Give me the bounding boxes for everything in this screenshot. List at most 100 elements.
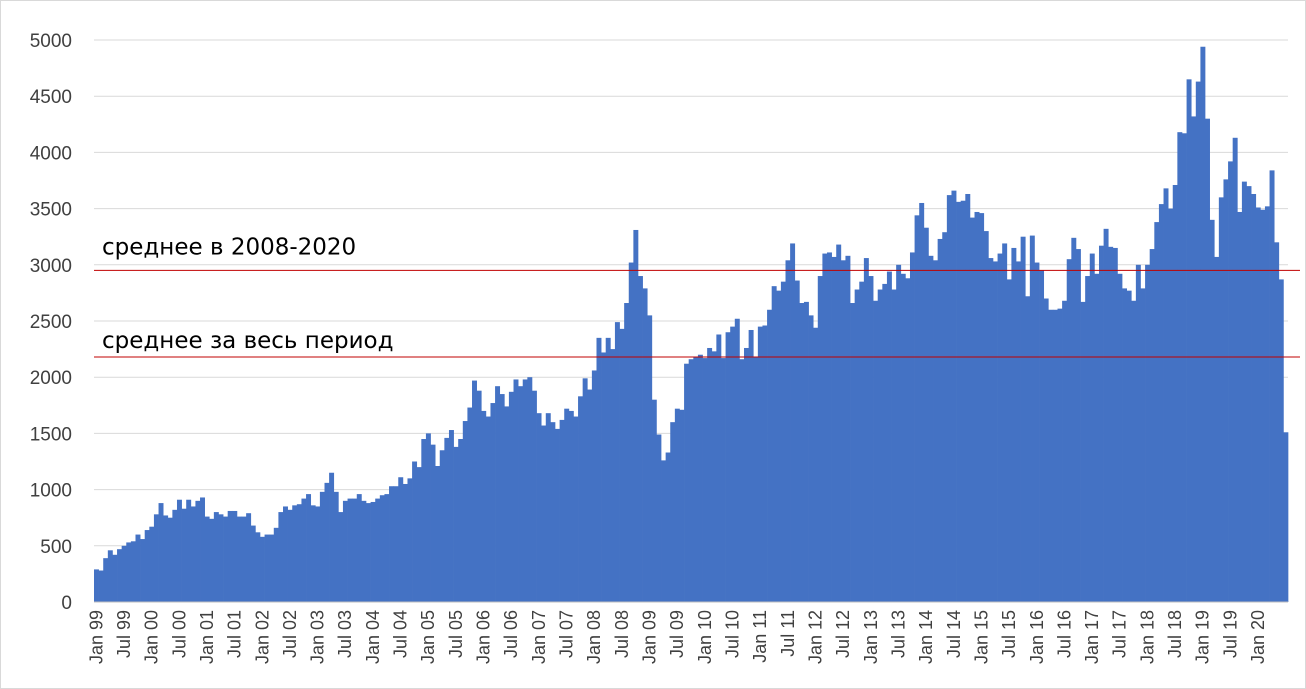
bar xyxy=(555,428,560,602)
bar xyxy=(1251,193,1257,603)
bar xyxy=(324,482,330,602)
bar xyxy=(734,318,740,602)
bar xyxy=(679,409,685,602)
x-tick-label: Jul 12 xyxy=(833,610,853,658)
bar xyxy=(453,446,459,602)
bar xyxy=(702,358,708,602)
bar xyxy=(458,439,464,602)
bar xyxy=(287,509,293,602)
bar xyxy=(633,229,639,602)
y-tick-label: 500 xyxy=(40,537,72,558)
bar xyxy=(564,408,570,602)
bar xyxy=(601,352,607,602)
bar xyxy=(960,200,966,603)
bar xyxy=(619,328,625,602)
bar xyxy=(1062,300,1068,602)
bar xyxy=(481,410,487,602)
bar xyxy=(1020,236,1026,602)
bar xyxy=(398,477,404,602)
bar xyxy=(504,406,510,602)
bar xyxy=(1117,273,1123,602)
bar xyxy=(518,386,524,602)
bar xyxy=(642,288,648,602)
bar xyxy=(236,516,242,602)
bar xyxy=(1274,242,1280,602)
bar xyxy=(661,460,666,602)
bar xyxy=(250,525,256,602)
bar xyxy=(135,534,141,602)
bar xyxy=(435,466,441,602)
y-tick-label: 4500 xyxy=(30,87,72,108)
bar xyxy=(628,262,634,602)
bar xyxy=(126,542,132,602)
bar xyxy=(379,495,385,602)
bar xyxy=(384,494,390,602)
y-tick-label: 3000 xyxy=(30,256,72,277)
bar xyxy=(803,301,809,602)
x-tick-label: Jul 04 xyxy=(391,610,411,658)
bar xyxy=(200,497,205,602)
bar xyxy=(1186,79,1192,603)
x-tick-label: Jan 09 xyxy=(640,610,660,664)
bar xyxy=(1172,185,1178,602)
bar xyxy=(730,326,736,602)
y-tick-label: 1500 xyxy=(30,424,72,445)
bar xyxy=(407,478,413,602)
bar xyxy=(1191,116,1197,603)
bar xyxy=(578,396,584,602)
bar xyxy=(711,351,717,602)
bar xyxy=(264,534,270,602)
bar xyxy=(1029,235,1035,602)
bar xyxy=(744,347,749,602)
bar xyxy=(246,513,252,602)
bar xyxy=(278,512,284,602)
bar xyxy=(149,526,155,602)
bar xyxy=(1066,259,1072,602)
bar xyxy=(753,356,759,602)
bar xyxy=(163,515,169,602)
bar xyxy=(467,407,473,602)
bar xyxy=(130,541,136,602)
bar xyxy=(121,545,127,602)
bar xyxy=(919,202,925,603)
bar xyxy=(1149,249,1155,602)
bar xyxy=(670,422,676,602)
bar xyxy=(292,505,298,602)
bar xyxy=(979,213,985,602)
bar xyxy=(107,550,113,602)
x-tick-label: Jul 11 xyxy=(778,610,798,657)
x-tick-label: Jan 03 xyxy=(308,610,328,664)
bar xyxy=(605,337,611,602)
x-tick-label: Jul 03 xyxy=(335,610,355,658)
bar xyxy=(1108,246,1114,602)
x-tick-label: Jul 16 xyxy=(1054,610,1074,658)
bar xyxy=(536,413,542,602)
bar xyxy=(430,444,436,602)
bar xyxy=(227,510,233,602)
bar xyxy=(485,416,491,602)
bar xyxy=(1278,279,1284,602)
bar xyxy=(937,238,943,602)
y-tick-label: 3500 xyxy=(30,200,72,221)
bar xyxy=(863,258,869,602)
bar xyxy=(1002,243,1008,602)
y-tick-label: 2500 xyxy=(30,312,72,333)
bar xyxy=(241,516,247,602)
bar xyxy=(762,325,768,602)
x-tick-label: Jan 14 xyxy=(916,610,936,664)
bar xyxy=(1283,432,1289,602)
bar xyxy=(421,439,427,602)
bar xyxy=(836,244,842,602)
x-tick-label: Jan 18 xyxy=(1137,610,1157,664)
bar xyxy=(850,303,856,602)
bar xyxy=(259,536,265,602)
bar xyxy=(923,227,929,602)
x-tick-label: Jul 99 xyxy=(114,610,134,658)
bar xyxy=(688,359,694,602)
bar xyxy=(896,264,902,602)
bar xyxy=(1255,207,1261,603)
bar xyxy=(1205,118,1210,603)
bar xyxy=(389,486,394,602)
bar xyxy=(933,260,938,602)
bar xyxy=(333,491,339,602)
